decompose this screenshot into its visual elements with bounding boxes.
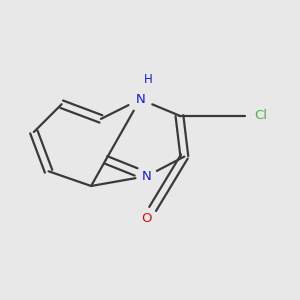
Text: N: N (135, 93, 145, 106)
Text: H: H (144, 73, 153, 86)
Text: Cl: Cl (255, 109, 268, 122)
Text: N: N (142, 170, 152, 183)
Text: O: O (142, 212, 152, 225)
Text: N: N (135, 93, 145, 106)
